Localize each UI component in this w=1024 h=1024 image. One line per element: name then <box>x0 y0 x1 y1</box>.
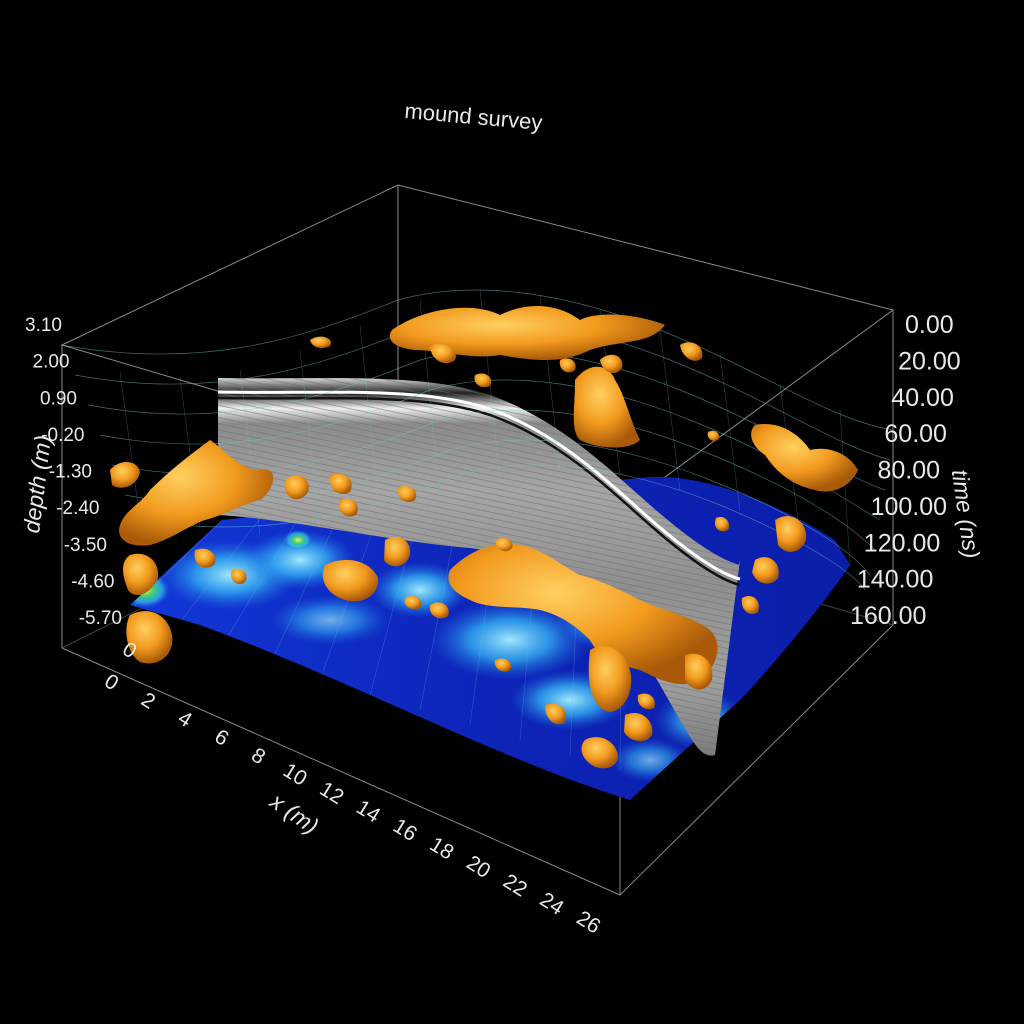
time-tick-label: 160.00 <box>850 602 926 630</box>
time-tick-label: 40.00 <box>891 384 954 412</box>
time-tick-label: 100.00 <box>871 493 947 521</box>
depth-axis-title: depth (m) <box>18 434 56 535</box>
x-tick-label: 6 <box>210 725 232 751</box>
x-tick-label: 2 <box>137 688 159 714</box>
time-axis-title: time (ns) <box>947 468 985 560</box>
time-tick-label: 80.00 <box>878 457 941 485</box>
depth-tick-label: -1.30 <box>49 462 92 483</box>
x-tick-label: 12 <box>316 777 348 809</box>
time-axis-ticks: 0.00 20.00 40.00 60.00 80.00 100.00 120.00 140.… <box>850 311 961 630</box>
depth-tick-label: -0.20 <box>41 425 84 446</box>
x-tick-label: 20 <box>462 851 494 883</box>
depth-axis-ticks: 3.10 2.00 0.90 -0.20 -1.30 -2.40 -3.50 -4.60 -5.… <box>25 315 122 629</box>
x-tick-label: 0 <box>100 670 122 696</box>
depth-tick-label: -4.60 <box>71 571 114 592</box>
time-tick-label: 20.00 <box>898 347 961 375</box>
depth-tick-label: -2.40 <box>56 498 99 519</box>
x-tick-label: 10 <box>279 759 311 791</box>
time-tick-label: 0.00 <box>905 311 954 339</box>
depth-tick-label: 0.90 <box>40 388 77 409</box>
depth-tick-label: 3.10 <box>25 315 62 336</box>
x-tick-label: 26 <box>572 907 604 939</box>
time-tick-label: 140.00 <box>857 566 933 594</box>
box-bottom-front-edges <box>61 624 894 896</box>
x-axis-title: x (m) <box>265 787 324 839</box>
x-tick-label: 4 <box>174 707 196 733</box>
depth-tick-label: 2.00 <box>33 352 70 373</box>
time-tick-label: 120.00 <box>864 529 940 557</box>
time-tick-label: 60.00 <box>884 420 947 448</box>
isosurface-anomalies <box>110 305 858 769</box>
x-tick-label: 22 <box>499 870 531 902</box>
x-tick-label: 24 <box>536 888 568 920</box>
x-tick-label: 8 <box>247 743 269 769</box>
x-tick-label: 14 <box>352 796 384 828</box>
x-tick-label: 16 <box>389 814 421 846</box>
title-group: mound survey <box>404 98 544 135</box>
depth-tick-label: -5.70 <box>79 608 122 629</box>
x-tick-label: 18 <box>426 833 458 865</box>
chart-title: mound survey <box>404 98 544 135</box>
depth-tick-label: -3.50 <box>64 535 107 556</box>
